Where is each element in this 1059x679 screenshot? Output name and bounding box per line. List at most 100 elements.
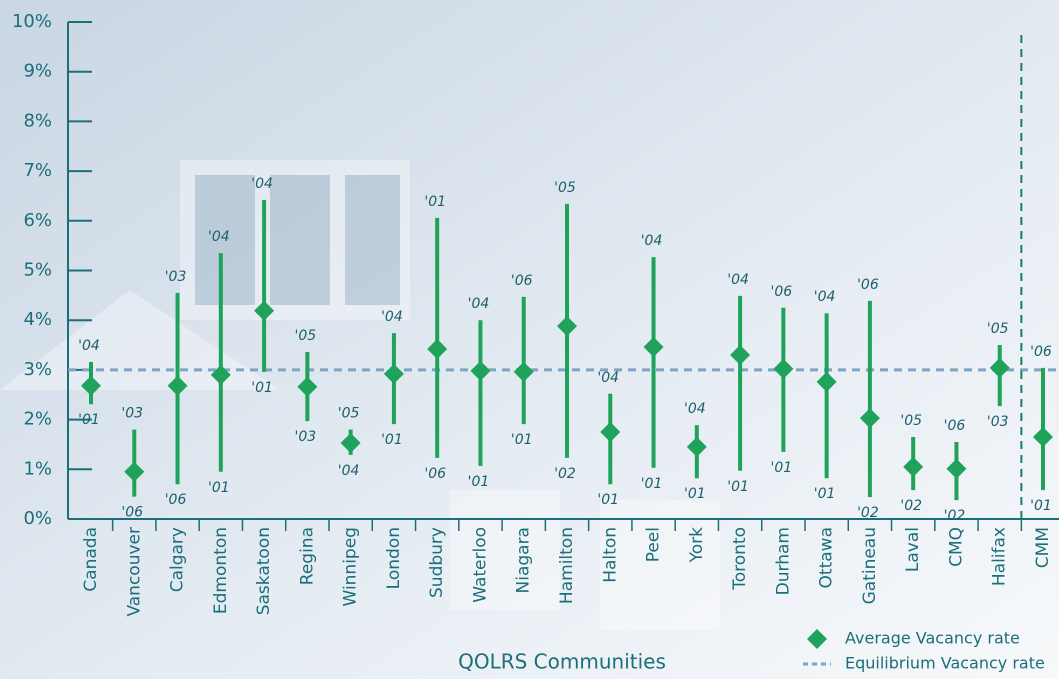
x-tick-label: Niagara bbox=[514, 527, 534, 593]
x-tick-label: Durham bbox=[773, 527, 793, 595]
legend-label: Average Vacancy rate bbox=[845, 629, 1020, 648]
average-marker bbox=[859, 408, 880, 429]
y-tick-label: 8% bbox=[23, 110, 52, 131]
low-year-label: '01 bbox=[684, 486, 706, 502]
high-year-label: '06 bbox=[944, 418, 966, 434]
low-year-label: '01 bbox=[1030, 498, 1052, 514]
high-year-label: '04 bbox=[684, 401, 706, 417]
x-tick-label: York bbox=[687, 527, 707, 564]
low-year-label: '03 bbox=[295, 429, 317, 445]
low-year-label: '06 bbox=[121, 505, 143, 521]
low-year-label: '01 bbox=[78, 412, 100, 428]
x-axis-title: QOLRS Communities bbox=[458, 650, 666, 674]
low-year-label: '02 bbox=[554, 466, 576, 482]
average-marker bbox=[340, 432, 361, 453]
x-tick-label: Edmonton bbox=[211, 527, 231, 614]
high-year-label: '04 bbox=[814, 289, 836, 305]
average-marker bbox=[600, 422, 621, 443]
high-year-label: '05 bbox=[338, 406, 360, 422]
high-year-label: '06 bbox=[511, 273, 533, 289]
average-marker bbox=[730, 344, 751, 365]
x-tick-label: CMQ bbox=[946, 527, 966, 567]
low-year-label: '06 bbox=[424, 466, 446, 482]
low-year-label: '01 bbox=[641, 476, 663, 492]
high-year-label: '06 bbox=[1030, 344, 1052, 360]
low-year-label: '03 bbox=[987, 414, 1009, 430]
low-year-label: '02 bbox=[900, 498, 922, 514]
x-tick-label: Hamilton bbox=[557, 527, 577, 604]
high-year-label: '05 bbox=[295, 328, 317, 344]
average-marker bbox=[297, 376, 318, 397]
average-marker bbox=[643, 337, 664, 358]
average-marker bbox=[686, 436, 707, 457]
x-tick-label: Winnipeg bbox=[341, 527, 361, 606]
high-year-label: '06 bbox=[771, 284, 793, 300]
y-tick-label: 0% bbox=[23, 508, 52, 529]
y-tick-label: 5% bbox=[23, 260, 52, 281]
high-year-label: '05 bbox=[554, 180, 576, 196]
x-tick-label: Canada bbox=[81, 527, 101, 592]
x-tick-label: CMM bbox=[1033, 527, 1053, 568]
high-year-label: '01 bbox=[424, 194, 446, 210]
low-year-label: '02 bbox=[857, 505, 879, 521]
house-photo bbox=[0, 160, 720, 630]
high-year-label: '04 bbox=[251, 176, 273, 192]
high-year-label: '04 bbox=[468, 296, 490, 312]
low-year-label: '01 bbox=[251, 380, 273, 396]
high-year-label: '04 bbox=[641, 233, 663, 249]
high-year-label: '04 bbox=[208, 229, 230, 245]
low-year-label: '01 bbox=[208, 480, 230, 496]
x-tick-label: Sudbury bbox=[427, 527, 447, 598]
low-year-label: '01 bbox=[468, 474, 490, 490]
high-year-label: '03 bbox=[165, 269, 187, 285]
average-marker bbox=[816, 371, 837, 392]
average-marker bbox=[124, 461, 145, 482]
low-year-label: '01 bbox=[381, 432, 403, 448]
x-tick-label: Saskatoon bbox=[254, 527, 274, 615]
average-marker bbox=[773, 358, 794, 379]
high-year-label: '03 bbox=[121, 406, 143, 422]
average-marker bbox=[254, 300, 275, 321]
legend-marker bbox=[807, 629, 827, 649]
high-year-label: '04 bbox=[597, 370, 619, 386]
average-marker bbox=[557, 316, 577, 337]
average-marker bbox=[470, 360, 491, 381]
high-year-label: '05 bbox=[900, 413, 922, 429]
y-tick-label: 7% bbox=[23, 160, 52, 181]
low-year-label: '01 bbox=[814, 486, 836, 502]
x-tick-label: Vancouver bbox=[124, 527, 144, 617]
average-marker bbox=[81, 375, 101, 396]
x-tick-label: London bbox=[384, 527, 404, 589]
x-tick-label: Gatineau bbox=[860, 527, 880, 604]
y-tick-label: 4% bbox=[23, 309, 52, 330]
y-tick-label: 10% bbox=[12, 11, 52, 32]
x-tick-label: Toronto bbox=[730, 527, 750, 591]
x-tick-label: Calgary bbox=[168, 527, 188, 592]
legend-label: Equilibrium Vacancy rate bbox=[845, 654, 1045, 673]
average-marker bbox=[383, 363, 404, 384]
x-tick-label: Laval bbox=[903, 527, 923, 572]
x-tick-label: Ottawa bbox=[817, 527, 837, 588]
average-marker bbox=[946, 458, 967, 479]
average-marker bbox=[167, 375, 188, 396]
x-tick-label: Peel bbox=[644, 527, 664, 562]
low-year-label: '01 bbox=[511, 432, 533, 448]
high-year-label: '04 bbox=[727, 272, 749, 288]
low-year-label: '01 bbox=[597, 492, 619, 508]
low-year-label: '04 bbox=[338, 463, 360, 479]
average-marker bbox=[210, 364, 231, 385]
average-marker bbox=[1033, 426, 1053, 447]
average-marker bbox=[903, 456, 924, 477]
y-tick-label: 9% bbox=[23, 61, 52, 82]
x-tick-label: Halton bbox=[600, 527, 620, 583]
y-tick-label: 6% bbox=[23, 210, 52, 231]
average-marker bbox=[513, 361, 534, 382]
y-tick-label: 2% bbox=[23, 409, 52, 430]
x-tick-label: Waterloo bbox=[470, 527, 490, 603]
high-year-label: '04 bbox=[78, 338, 100, 354]
low-year-label: '01 bbox=[727, 479, 749, 495]
high-year-label: '05 bbox=[987, 321, 1009, 337]
y-tick-label: 1% bbox=[23, 458, 52, 479]
average-marker bbox=[427, 339, 448, 360]
